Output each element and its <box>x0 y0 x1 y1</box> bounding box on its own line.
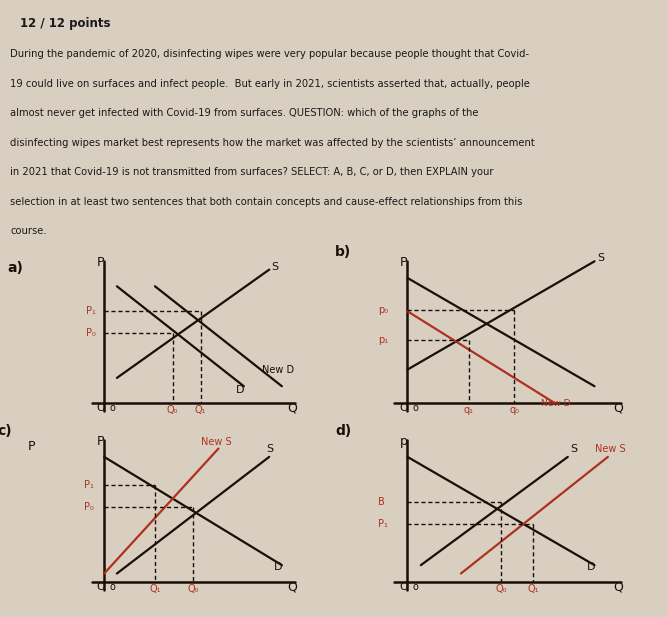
Text: Q₁: Q₁ <box>527 584 539 594</box>
Text: a): a) <box>8 262 23 275</box>
Text: New S: New S <box>595 444 625 454</box>
Text: Q₁: Q₁ <box>149 584 161 594</box>
Text: P: P <box>28 441 35 453</box>
Text: Q₀: Q₀ <box>167 405 178 415</box>
Text: New D: New D <box>541 399 570 408</box>
Text: O: O <box>399 404 408 413</box>
Text: S: S <box>597 254 605 263</box>
Text: P₀: P₀ <box>84 502 94 512</box>
Text: o: o <box>413 582 419 592</box>
Text: Q₀: Q₀ <box>495 584 507 594</box>
Text: disinfecting wipes market best represents how the market was affected by the sci: disinfecting wipes market best represent… <box>10 138 535 148</box>
Text: Q: Q <box>287 580 297 593</box>
Text: in 2021 that Covid-19 is not transmitted from surfaces? SELECT: A, B, C, or D, t: in 2021 that Covid-19 is not transmitted… <box>10 167 494 178</box>
Text: Q₀: Q₀ <box>187 584 199 594</box>
Text: O: O <box>97 404 106 413</box>
Text: O: O <box>97 582 106 592</box>
Text: O: O <box>399 582 408 592</box>
Text: c): c) <box>0 423 12 437</box>
Text: During the pandemic of 2020, disinfecting wipes were very popular because people: During the pandemic of 2020, disinfectin… <box>10 49 529 59</box>
Text: selection in at least two sentences that both contain concepts and cause-effect : selection in at least two sentences that… <box>10 197 522 207</box>
Text: B: B <box>378 497 385 507</box>
Text: S: S <box>267 444 274 454</box>
Text: b): b) <box>335 244 351 259</box>
Text: o: o <box>413 404 419 413</box>
Text: p₀: p₀ <box>378 305 388 315</box>
Text: New D: New D <box>262 365 294 375</box>
Text: New S: New S <box>200 437 231 447</box>
Text: q₀: q₀ <box>510 405 519 415</box>
Text: 19 could live on surfaces and infect people.  But early in 2021, scientists asse: 19 could live on surfaces and infect peo… <box>10 79 530 89</box>
Text: d): d) <box>335 423 351 437</box>
Text: 12 / 12 points: 12 / 12 points <box>20 17 110 30</box>
Text: D: D <box>275 562 283 572</box>
Text: Q₁: Q₁ <box>195 405 206 415</box>
Text: p: p <box>399 435 407 448</box>
Text: o: o <box>110 582 115 592</box>
Text: course.: course. <box>10 226 47 236</box>
Text: q₁: q₁ <box>464 405 474 415</box>
Text: p₁: p₁ <box>378 334 388 345</box>
Text: P₁: P₁ <box>84 480 94 491</box>
Text: Q: Q <box>613 401 623 414</box>
Text: P₁: P₁ <box>86 306 96 317</box>
Text: o: o <box>110 404 115 413</box>
Text: P: P <box>399 256 407 269</box>
Text: Q: Q <box>613 580 623 593</box>
Text: almost never get infected with Covid-19 from surfaces. QUESTION: which of the gr: almost never get infected with Covid-19 … <box>10 109 478 118</box>
Text: P₁: P₁ <box>378 518 388 529</box>
Text: S: S <box>272 262 279 271</box>
Text: Q: Q <box>287 401 297 414</box>
Text: P₀: P₀ <box>86 328 96 338</box>
Text: P: P <box>97 435 104 448</box>
Text: S: S <box>570 444 578 454</box>
Text: D: D <box>236 385 244 395</box>
Text: P: P <box>97 256 104 269</box>
Text: D: D <box>587 562 595 572</box>
